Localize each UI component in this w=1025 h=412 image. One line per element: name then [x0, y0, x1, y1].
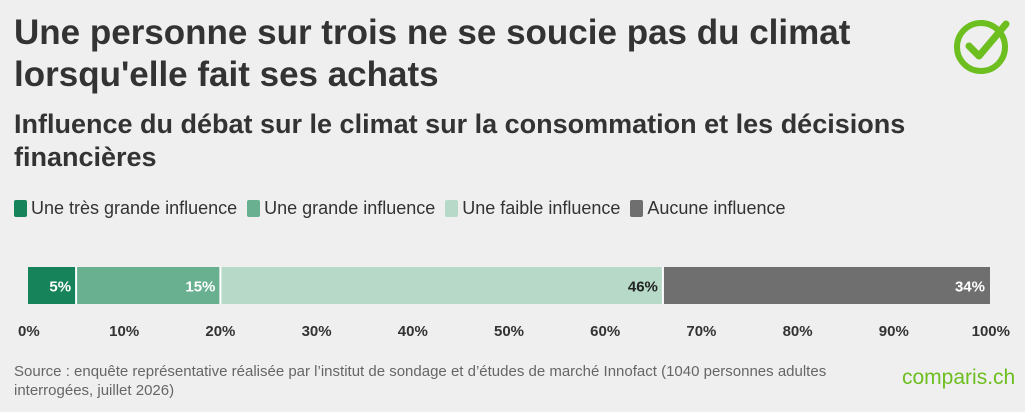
- bar-segment: [76, 267, 221, 304]
- x-tick-label: 0%: [18, 323, 40, 340]
- x-tick-label: 90%: [879, 323, 909, 340]
- bar-segment: [662, 267, 990, 304]
- x-tick-label: 60%: [590, 323, 620, 340]
- x-tick-label: 70%: [686, 323, 716, 340]
- x-tick-label: 30%: [302, 323, 332, 340]
- x-tick-label: 40%: [398, 323, 428, 340]
- source-note: Source : enquête représentative réalisée…: [14, 363, 827, 399]
- legend-item: Une très grande influence: [14, 198, 237, 219]
- x-tick-label: 80%: [783, 323, 813, 340]
- checkmark-circle-icon: [954, 20, 1010, 74]
- data-label: 46%: [628, 279, 658, 296]
- chart-subtitle: Influence du débat sur le climat sur la …: [14, 109, 906, 172]
- data-label: 5%: [49, 279, 71, 296]
- legend-label: Une très grande influence: [31, 197, 238, 218]
- legend-item: Une faible influence: [445, 198, 620, 219]
- legend-swatch: [14, 199, 27, 217]
- legend-swatch: [247, 199, 261, 217]
- legend-label: Aucune influence: [647, 197, 786, 218]
- legend-label: Une grande influence: [264, 197, 436, 218]
- legend-item: Aucune influence: [630, 198, 785, 219]
- x-tick-label: 20%: [205, 323, 235, 340]
- x-tick-label: 10%: [109, 323, 139, 340]
- bar-segment: [28, 267, 77, 304]
- legend-swatch: [445, 199, 459, 217]
- legend-label: Une faible influence: [462, 197, 621, 218]
- legend-swatch: [630, 199, 644, 217]
- stacked-bar-chart: 5% 15% 46% 34% 0% 10% 20% 30% 40% 50% 60% 70% 80% 90%…: [18, 267, 1010, 340]
- chart-legend: Une très grande influence Une grande infl…: [14, 196, 795, 220]
- brand-logo: comparis.ch: [902, 366, 1016, 389]
- data-label: 34%: [955, 279, 985, 296]
- data-label: 15%: [185, 279, 215, 296]
- bar-segment: [220, 267, 663, 304]
- x-tick-label: 50%: [494, 323, 524, 340]
- x-tick-label: 100%: [972, 323, 1010, 340]
- legend-item: Une grande influence: [247, 198, 435, 219]
- chart-title: Une personne sur trois ne se soucie pas …: [14, 13, 851, 94]
